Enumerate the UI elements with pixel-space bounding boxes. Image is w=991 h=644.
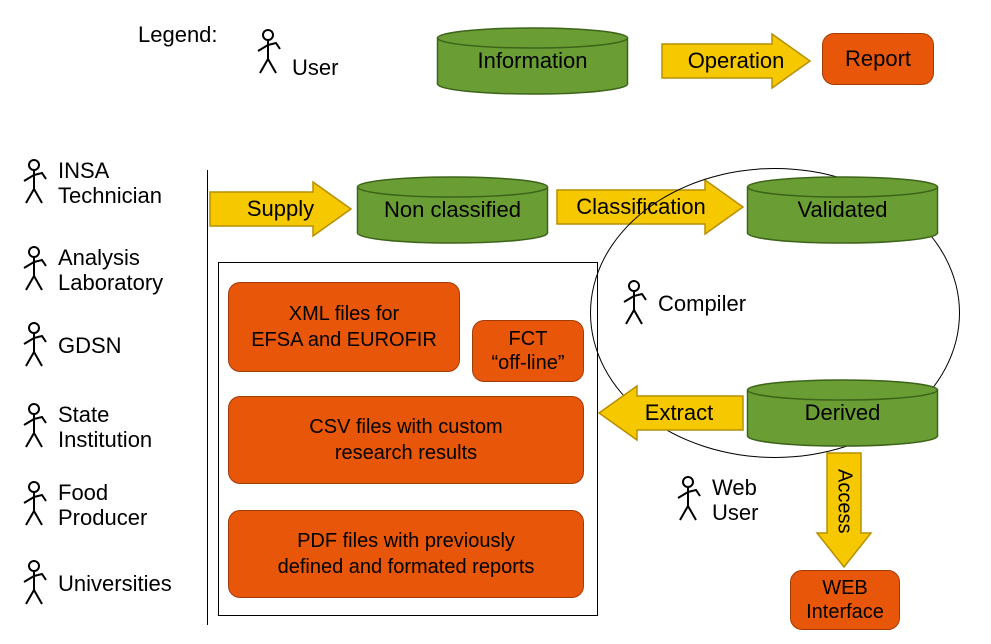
cylinder-validated: Validated [745, 175, 940, 245]
cylinder-derived-label: Derived [805, 400, 881, 426]
user-icon [22, 322, 52, 370]
user-icon [22, 481, 52, 529]
user-icon [622, 280, 652, 328]
cylinder-non-classified-label: Non classified [384, 197, 521, 223]
arrow-supply: Supply [208, 180, 353, 238]
legend-user-actor: User [256, 25, 338, 80]
report-web-interface: WEB Interface [790, 570, 900, 630]
actor-analysis-label: Analysis Laboratory [58, 245, 163, 296]
report-fct-label: FCT “off-line” [492, 327, 565, 375]
actor-web-user-label: Web User [712, 475, 758, 526]
report-web-label: WEB Interface [806, 576, 884, 624]
actor-analysis: Analysis Laboratory [22, 245, 163, 296]
arrow-supply-label: Supply [247, 196, 314, 222]
legend-report-box: Report [822, 33, 934, 85]
user-icon [22, 560, 52, 608]
legend-cylinder-information: Information [435, 26, 630, 96]
user-icon [22, 403, 52, 451]
actor-insa-label: INSA Technician [58, 158, 162, 209]
user-icon [22, 246, 52, 294]
arrow-extract: Extract [595, 384, 745, 442]
actor-web-user: Web User [676, 475, 758, 526]
actor-food-label: Food Producer [58, 480, 147, 531]
actor-state: State Institution [22, 402, 152, 453]
report-xml: XML files for EFSA and EUROFIR [228, 282, 460, 372]
arrow-access-label: Access [833, 469, 856, 533]
legend-report-label: Report [845, 46, 911, 72]
legend-user-label: User [292, 55, 338, 80]
cylinder-non-classified: Non classified [355, 175, 550, 245]
actor-state-label: State Institution [58, 402, 152, 453]
legend-arrow-operation: Operation [660, 32, 812, 90]
cylinder-validated-label: Validated [797, 197, 887, 223]
left-bracket-line [207, 170, 208, 625]
actor-gdsn: GDSN [22, 322, 122, 370]
report-xml-label: XML files for EFSA and EUROFIR [251, 301, 437, 353]
user-icon [676, 476, 706, 524]
actor-univ: Universities [22, 560, 172, 608]
actor-compiler-label: Compiler [658, 291, 746, 316]
report-csv-label: CSV files with custom research results [309, 414, 502, 466]
report-fct: FCT “off-line” [472, 320, 584, 382]
legend-title: Legend: [138, 22, 218, 48]
actor-compiler: Compiler [622, 280, 746, 328]
actor-univ-label: Universities [58, 571, 172, 596]
legend-operation-label: Operation [688, 48, 785, 74]
actor-food: Food Producer [22, 480, 147, 531]
arrow-extract-label: Extract [645, 400, 713, 426]
user-icon [22, 159, 52, 207]
report-pdf-label: PDF files with previously defined and fo… [278, 528, 535, 580]
actor-gdsn-label: GDSN [58, 333, 122, 358]
cylinder-derived: Derived [745, 378, 940, 448]
actor-insa: INSA Technician [22, 158, 162, 209]
legend-info-label: Information [477, 48, 587, 74]
arrow-classification-label: Classification [576, 194, 706, 220]
report-csv: CSV files with custom research results [228, 396, 584, 484]
user-icon [256, 29, 286, 77]
arrow-access: Access [815, 451, 873, 569]
report-pdf: PDF files with previously defined and fo… [228, 510, 584, 598]
